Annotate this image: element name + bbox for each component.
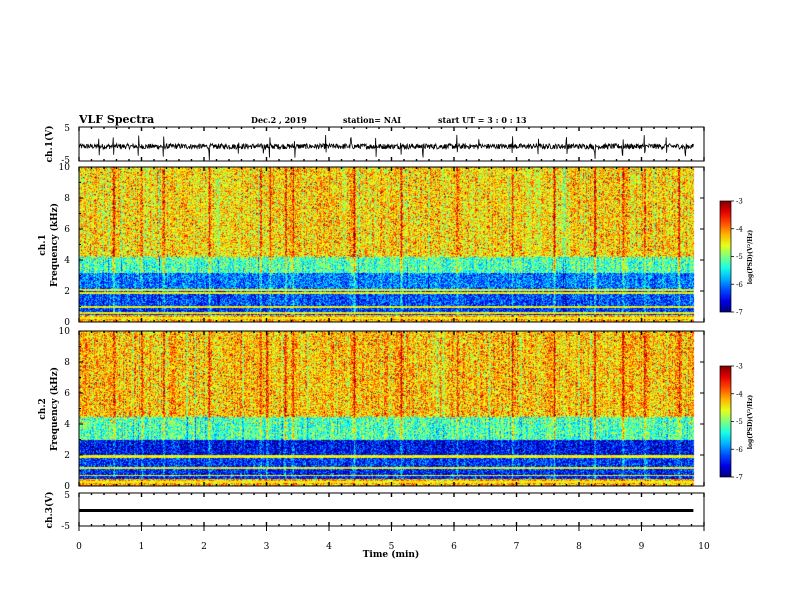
ch2-ytick-label-2: 2	[64, 451, 70, 461]
ch2-ytick-label-4: 4	[64, 420, 70, 430]
ch1-frequency-ylabel: Frequency (kHz)	[49, 203, 60, 287]
ch1-spectrogram-image	[79, 167, 704, 322]
ch2-colorbar-ticks: -3 -4 -5 -6 -7	[731, 363, 743, 482]
time-axis-label: Time (min)	[363, 549, 420, 560]
ch2-frequency-ticks: 0 2 4 6 8 10	[59, 327, 704, 492]
ch2-frequency-ylabel: Frequency (kHz)	[49, 367, 60, 451]
ch1-colorbar-ticks: -3 -4 -5 -6 -7	[731, 198, 743, 317]
ch1-colorbar-tick-label--6: -6	[736, 281, 743, 289]
figure-title: VLF Spectra	[78, 113, 154, 126]
ch1-channel-label-line1: ch.1	[38, 234, 48, 255]
ch1-ytick-top: 5	[64, 124, 70, 134]
time-tick-label-6: 6	[451, 542, 457, 552]
ch2-ytick-label-8: 8	[64, 358, 70, 368]
time-tick-label-7: 7	[514, 542, 520, 552]
time-tick-label-0: 0	[76, 542, 82, 552]
header-station: station= NAI	[343, 115, 401, 125]
time-tick-label-1: 1	[139, 542, 145, 552]
ch1-frequency-ticks: 0 2 4 6 8 10	[59, 163, 704, 328]
ch1-ytick-label-2: 2	[64, 287, 70, 297]
time-tick-label-9: 9	[639, 542, 645, 552]
ch2-spectrogram-panel: 0 2 4 6 8 10 ch.2 Frequency (kHz)	[38, 327, 705, 492]
time-tick-label-2: 2	[201, 542, 207, 552]
ch1-colorbar-tick-label--7: -7	[736, 309, 743, 317]
ch1-colorbar-tick-label--5: -5	[736, 253, 743, 261]
ch3-voltage-panel: 5 -5 ch.3(V)	[44, 491, 705, 532]
ch2-colorbar-label: log(PSD)(V²/Hz)	[747, 395, 754, 450]
ch2-channel-label-line1: ch.2	[38, 398, 48, 419]
ch1-colorbar-label: log(PSD)(V²/Hz)	[747, 230, 754, 285]
ch1-ytick-bottom: -5	[61, 156, 70, 166]
ch3-voltage-ylabel: ch.3(V)	[44, 492, 55, 529]
time-tick-label-3: 3	[264, 542, 270, 552]
ch1-colorbar-gradient	[720, 201, 731, 312]
ch2-ytick-label-0: 0	[64, 482, 70, 492]
ch1-colorbar-tick-label--3: -3	[736, 198, 743, 206]
ch2-colorbar-tick-label--4: -4	[736, 390, 743, 398]
ch1-voltage-trace	[78, 134, 694, 161]
time-axis-ticks: 0 1 2 3 4 5 6 7 8 9 10	[76, 127, 710, 552]
ch1-ytick-label-0: 0	[64, 318, 70, 328]
ch1-channel-label: ch.1	[38, 234, 48, 255]
ch2-colorbar-gradient	[720, 366, 731, 477]
ch2-colorbar-tick-label--3: -3	[736, 363, 743, 371]
ch1-colorbar-tick-label--4: -4	[736, 225, 743, 233]
ch2-colorbar: -3 -4 -5 -6 -7 log(PSD)(V²/Hz)	[719, 363, 754, 482]
ch2-channel-label: ch.2	[38, 398, 48, 419]
header-start-time: start UT = 3 : 0 : 13	[438, 115, 527, 125]
ch1-voltage-ylabel: ch.1(V)	[44, 126, 55, 163]
ch3-ytick-top: 5	[64, 491, 70, 501]
ch3-ytick-bottom: -5	[61, 522, 70, 532]
ch1-ytick-label-6: 6	[64, 225, 70, 235]
ch1-ytick-label-10: 10	[59, 163, 71, 173]
ch2-spectrogram-image	[79, 331, 704, 486]
ch1-voltage-frame	[78, 126, 705, 162]
ch1-ytick-label-4: 4	[64, 256, 70, 266]
time-tick-label-10: 10	[698, 542, 710, 552]
ch1-voltage-panel: 5 -5 ch.1(V)	[44, 124, 705, 166]
ch2-colorbar-tick-label--5: -5	[736, 418, 743, 426]
ch2-ytick-label-10: 10	[59, 327, 71, 337]
ch1-colorbar: -3 -4 -5 -6 -7 log(PSD)(V²/Hz)	[719, 198, 754, 317]
ch1-spectrogram-panel: 0 2 4 6 8 10 ch.1 Frequency (kHz)	[38, 163, 705, 328]
ch2-ytick-label-6: 6	[64, 389, 70, 399]
header-date: Dec.2 , 2019	[251, 115, 307, 125]
ch2-colorbar-tick-label--7: -7	[736, 474, 743, 482]
time-tick-label-4: 4	[326, 542, 332, 552]
time-tick-label-8: 8	[576, 542, 582, 552]
ch1-ytick-label-8: 8	[64, 194, 70, 204]
ch2-colorbar-tick-label--6: -6	[736, 446, 743, 454]
time-tick-label-5: 5	[389, 542, 395, 552]
